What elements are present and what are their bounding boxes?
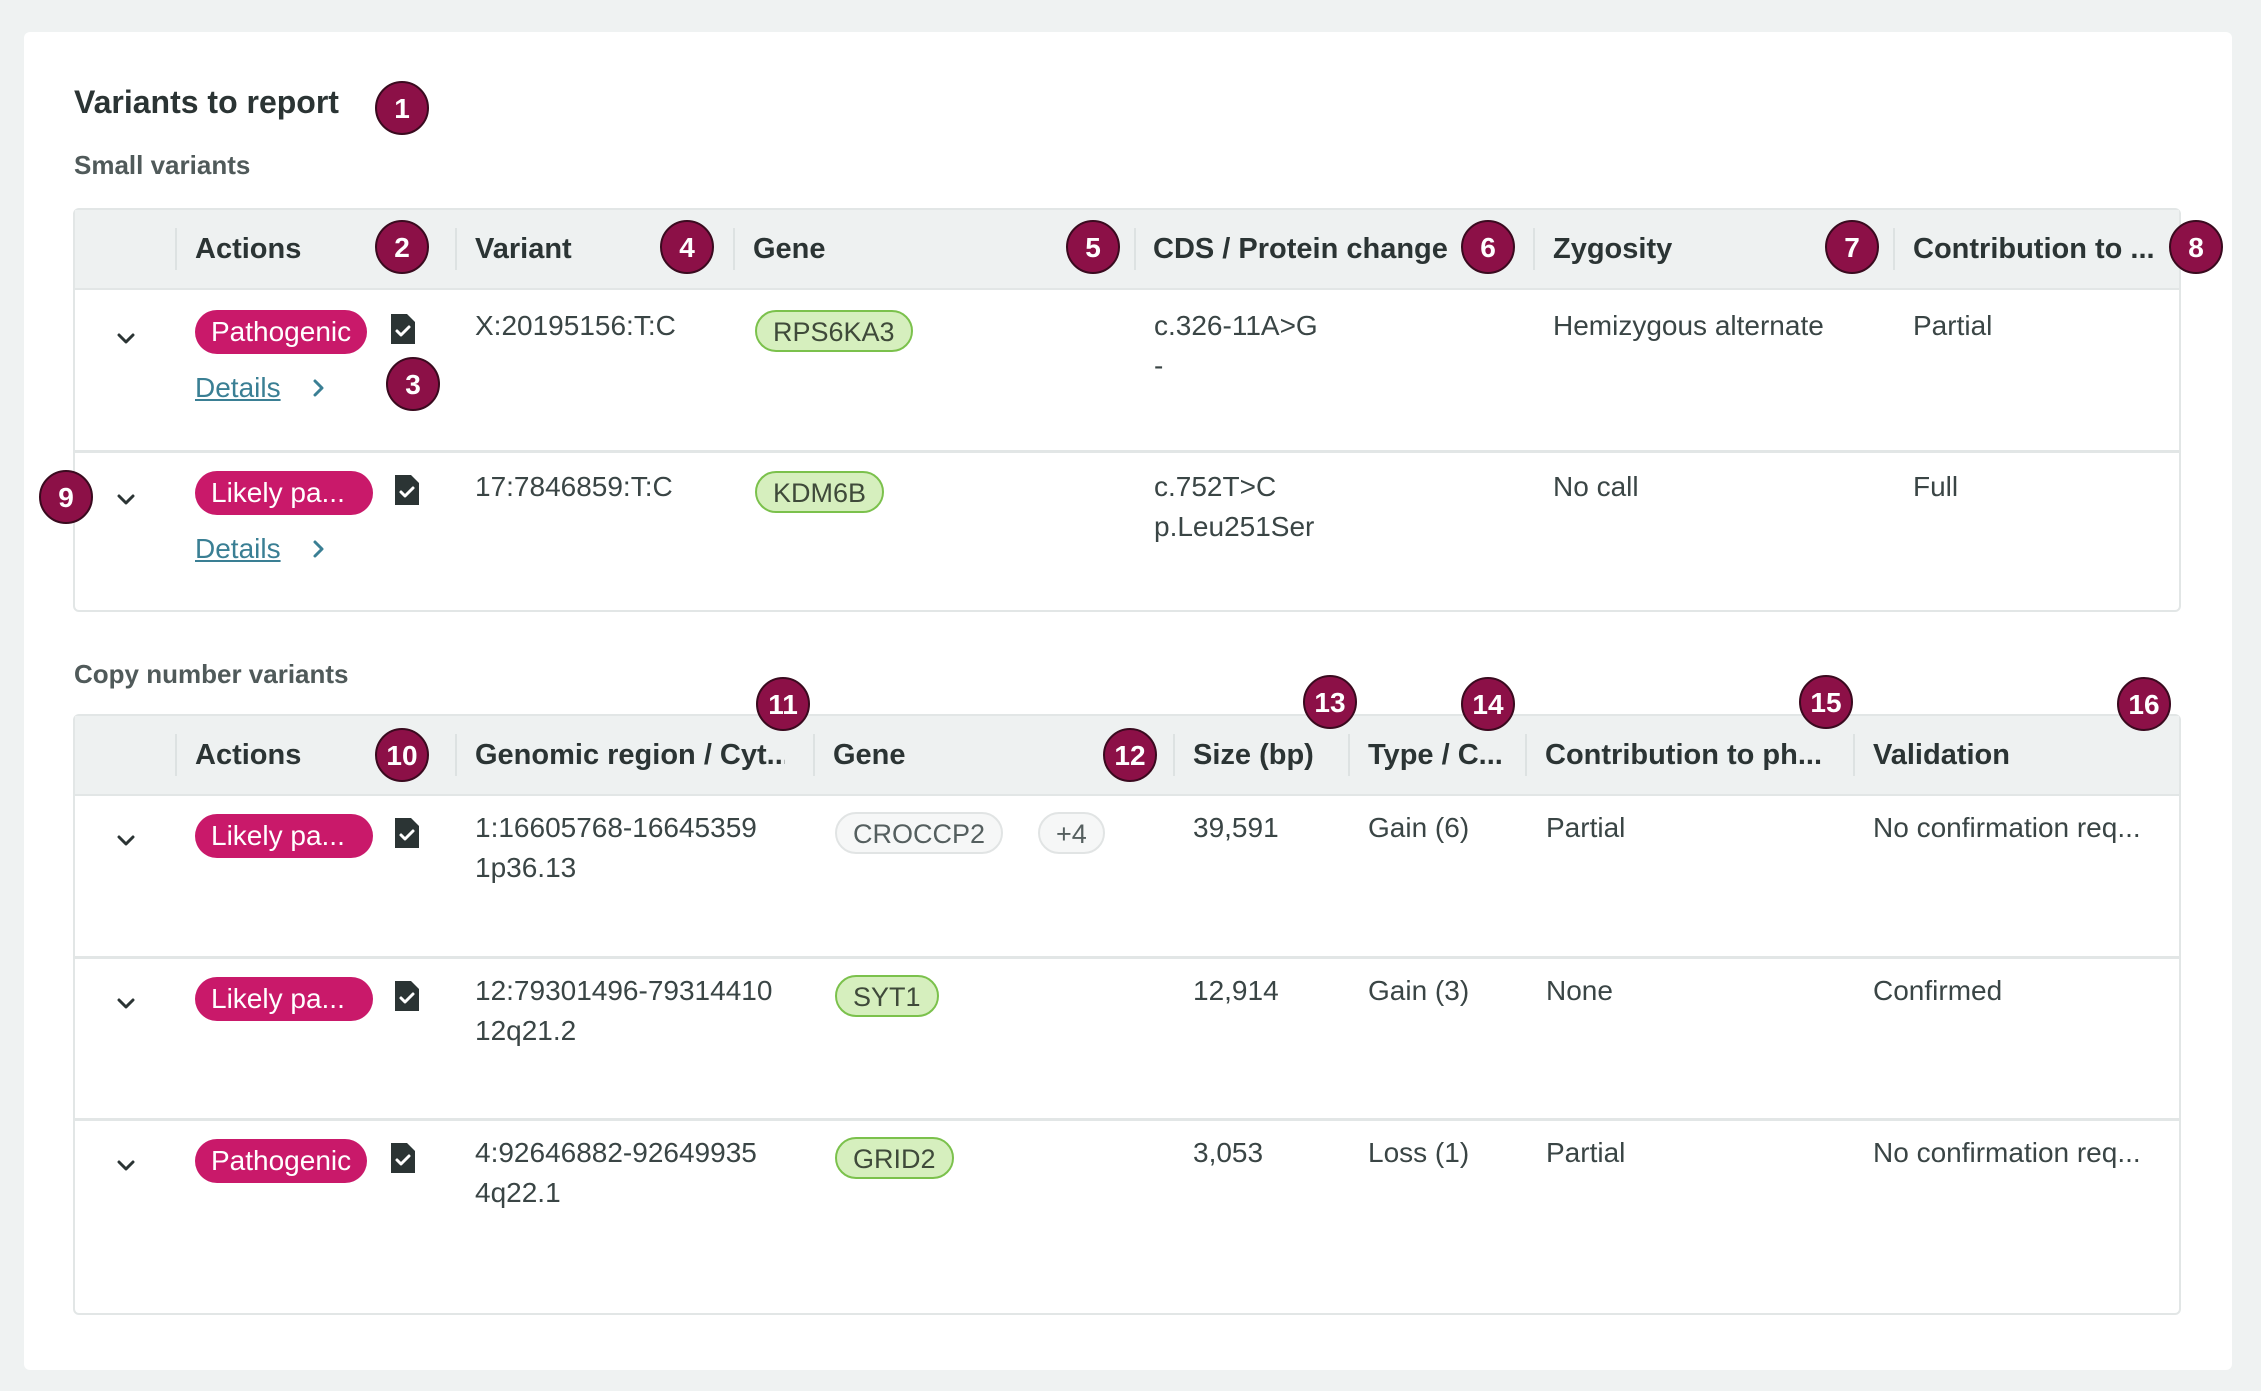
- chevron-down-icon[interactable]: [113, 991, 139, 1017]
- classification-pill[interactable]: Likely pa...: [195, 814, 373, 858]
- header-actions[interactable]: Actions: [195, 739, 302, 771]
- table-row: Likely pa... 12:79301496-79314410 12q21.…: [75, 959, 2179, 1121]
- more-genes-chip[interactable]: +4: [1038, 812, 1105, 854]
- gene-chip[interactable]: GRID2: [835, 1137, 954, 1179]
- size-cell: 39,591: [1193, 812, 1279, 843]
- validation-cell: No confirmation req...: [1873, 812, 2141, 843]
- chevron-down-icon[interactable]: [113, 828, 139, 854]
- annotation-badge: 12: [1103, 728, 1157, 782]
- annotation-badge: 6: [1461, 220, 1515, 274]
- cytoband-cell: 1p36.13: [475, 852, 577, 883]
- annotation-badge: 11: [756, 677, 810, 731]
- annotation-badge: 14: [1461, 677, 1515, 731]
- header-gene[interactable]: Gene: [833, 739, 906, 771]
- header-contribution[interactable]: Contribution to ...: [1913, 233, 2155, 265]
- contribution-cell: Full: [1913, 471, 1959, 502]
- cytoband-cell: 4q22.1: [475, 1177, 561, 1208]
- size-cell: 12,914: [1193, 975, 1279, 1006]
- region-cell: 1:16605768-16645359: [475, 812, 757, 843]
- annotation-badge: 8: [2169, 220, 2223, 274]
- annotation-badge: 9: [39, 470, 93, 524]
- annotation-badge: 16: [2117, 677, 2171, 731]
- document-check-icon[interactable]: [393, 816, 421, 850]
- table-row: Likely pa... 1:16605768-16645359 1p36.13…: [75, 796, 2179, 959]
- cnv-table: Actions Genomic region / Cyt... Gene Siz…: [73, 714, 2181, 1315]
- header-zygosity[interactable]: Zygosity: [1553, 233, 1673, 265]
- chevron-down-icon[interactable]: [113, 326, 139, 352]
- header-size[interactable]: Size (bp): [1193, 739, 1314, 771]
- chevron-down-icon[interactable]: [113, 487, 139, 513]
- document-check-icon[interactable]: [393, 473, 421, 507]
- size-cell: 3,053: [1193, 1137, 1264, 1168]
- annotation-badge: 4: [660, 220, 714, 274]
- region-cell: 12:79301496-79314410: [475, 975, 773, 1006]
- gene-chip[interactable]: SYT1: [835, 975, 939, 1017]
- variant-cell: X:20195156:T:C: [475, 310, 676, 341]
- contribution-cell: Partial: [1913, 310, 1993, 341]
- header-variant[interactable]: Variant: [475, 233, 572, 265]
- header-validation[interactable]: Validation: [1873, 739, 2010, 771]
- protein-cell: -: [1154, 350, 1164, 381]
- annotation-badge: 13: [1303, 675, 1357, 729]
- header-gene[interactable]: Gene: [753, 233, 826, 265]
- annotation-badge: 7: [1825, 220, 1879, 274]
- gene-chip[interactable]: KDM6B: [755, 471, 885, 513]
- cds-cell: c.326-11A>G: [1154, 310, 1318, 341]
- header-contribution[interactable]: Contribution to ph...: [1545, 739, 1823, 771]
- document-check-icon[interactable]: [389, 312, 417, 346]
- region-cell: 4:92646882-92649935: [475, 1137, 757, 1168]
- header-actions[interactable]: Actions: [195, 233, 302, 265]
- document-check-icon[interactable]: [393, 979, 421, 1013]
- cnv-title: Copy number variants: [74, 659, 349, 689]
- details-link[interactable]: Details: [195, 372, 281, 403]
- chevron-right-icon[interactable]: [308, 537, 328, 561]
- chevron-down-icon[interactable]: [113, 1153, 139, 1179]
- zygosity-cell: No call: [1553, 471, 1639, 502]
- annotation-badge: 10: [375, 728, 429, 782]
- cds-cell: c.752T>C: [1154, 471, 1277, 502]
- table-row: Likely pa... Details 17:7846859:T:C KDM6…: [75, 453, 2179, 611]
- annotation-badge: 3: [386, 357, 440, 411]
- annotation-badge: 15: [1799, 675, 1853, 729]
- gene-chip[interactable]: CROCCP2: [835, 812, 1004, 854]
- type-cell: Loss (1): [1368, 1137, 1470, 1168]
- gene-chip[interactable]: RPS6KA3: [755, 310, 913, 352]
- type-cell: Gain (6): [1368, 812, 1470, 843]
- contribution-cell: Partial: [1546, 812, 1626, 843]
- table-row: Pathogenic 4:92646882-92649935 4q22.1 GR…: [75, 1121, 2179, 1313]
- classification-pill[interactable]: Pathogenic: [195, 310, 367, 354]
- variants-card: Variants to report Small variants Action…: [24, 32, 2232, 1370]
- validation-cell: Confirmed: [1873, 975, 2003, 1006]
- annotation-badge: 5: [1066, 220, 1120, 274]
- annotation-badge: 1: [375, 81, 429, 135]
- variant-cell: 17:7846859:T:C: [475, 471, 673, 502]
- small-variants-table: Actions Variant Gene CDS / Protein chang…: [73, 208, 2181, 612]
- small-variants-title: Small variants: [74, 150, 251, 180]
- classification-pill[interactable]: Pathogenic: [195, 1139, 367, 1183]
- document-check-icon[interactable]: [389, 1141, 417, 1175]
- table-row: Pathogenic Details X:20195156:T:C RPS6KA…: [75, 290, 2179, 453]
- header-cds-protein[interactable]: CDS / Protein change: [1153, 233, 1448, 265]
- contribution-cell: Partial: [1546, 1137, 1626, 1168]
- validation-cell: No confirmation req...: [1873, 1137, 2141, 1168]
- chevron-right-icon[interactable]: [308, 376, 328, 400]
- table-header: Actions Variant Gene CDS / Protein chang…: [75, 210, 2179, 290]
- classification-pill[interactable]: Likely pa...: [195, 977, 373, 1021]
- classification-pill[interactable]: Likely pa...: [195, 471, 373, 515]
- zygosity-cell: Hemizygous alternate: [1553, 310, 1824, 341]
- annotation-badge: 2: [375, 220, 429, 274]
- header-genomic-region[interactable]: Genomic region / Cyt...: [475, 739, 785, 771]
- contribution-cell: None: [1546, 975, 1613, 1006]
- protein-cell: p.Leu251Ser: [1154, 511, 1315, 542]
- page-title: Variants to report: [74, 84, 339, 120]
- type-cell: Gain (3): [1368, 975, 1470, 1006]
- header-type[interactable]: Type / C...: [1368, 739, 1503, 771]
- cytoband-cell: 12q21.2: [475, 1015, 577, 1046]
- details-link[interactable]: Details: [195, 533, 281, 564]
